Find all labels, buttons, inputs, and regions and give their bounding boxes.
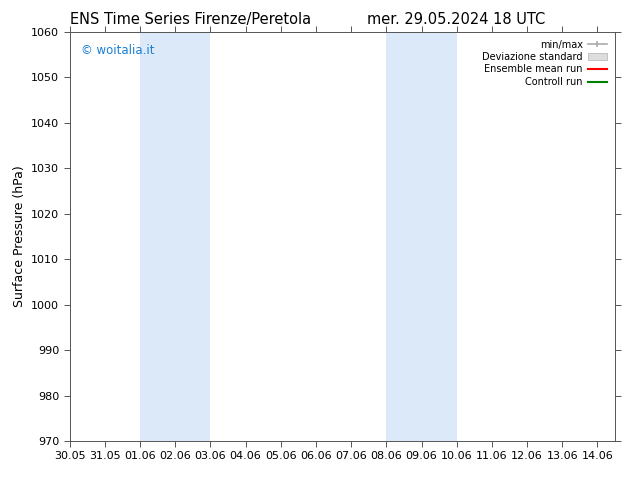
Y-axis label: Surface Pressure (hPa): Surface Pressure (hPa) xyxy=(13,166,25,307)
Text: ENS Time Series Firenze/Peretola: ENS Time Series Firenze/Peretola xyxy=(70,12,311,27)
Bar xyxy=(386,32,456,441)
Bar xyxy=(140,32,210,441)
Legend: min/max, Deviazione standard, Ensemble mean run, Controll run: min/max, Deviazione standard, Ensemble m… xyxy=(479,37,610,90)
Text: © woitalia.it: © woitalia.it xyxy=(81,44,154,57)
Text: mer. 29.05.2024 18 UTC: mer. 29.05.2024 18 UTC xyxy=(367,12,546,27)
